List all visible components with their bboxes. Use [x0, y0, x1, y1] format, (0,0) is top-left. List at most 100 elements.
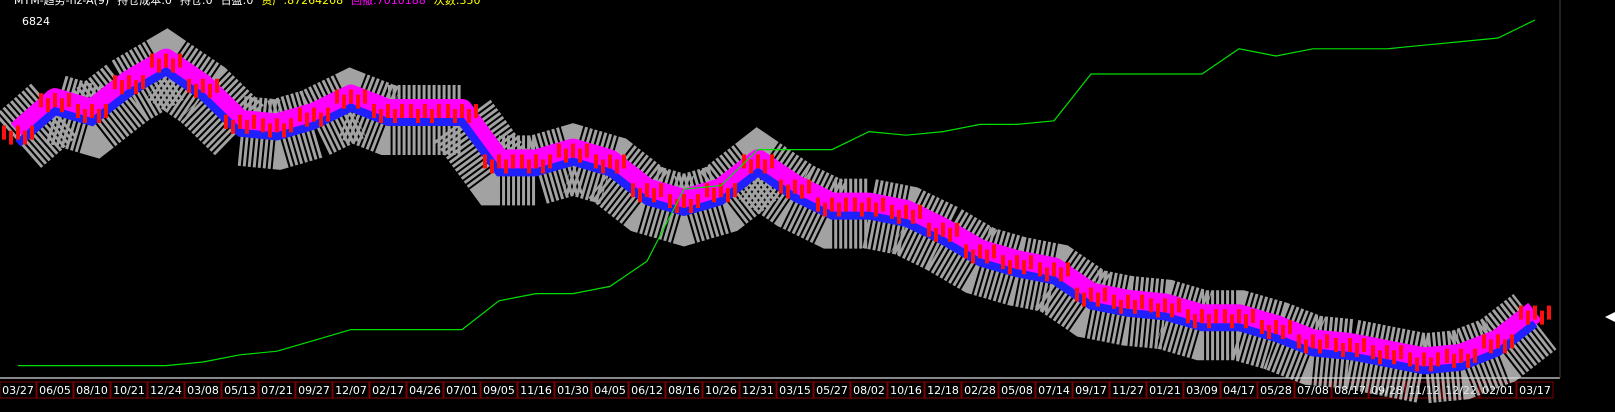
candle	[298, 107, 302, 122]
candle	[386, 104, 390, 118]
candle	[171, 58, 175, 73]
date-box	[1035, 381, 1073, 399]
candle	[897, 209, 901, 224]
candle	[652, 188, 656, 203]
date-box	[1220, 381, 1258, 399]
candle	[927, 222, 931, 237]
candle	[201, 78, 205, 93]
date-box	[406, 381, 444, 399]
candle	[1318, 339, 1322, 354]
candle	[941, 222, 945, 237]
x-tick-label: 01/21	[1149, 384, 1181, 397]
header-item: 次数:350	[434, 0, 481, 7]
x-tick-label: 06/05	[39, 384, 71, 397]
candle	[1170, 303, 1174, 318]
candle	[1392, 350, 1396, 365]
x-tick-label: 09/27	[298, 384, 330, 397]
date-box	[36, 381, 74, 399]
header-item: MTM-趋势-hz-A(9)	[14, 0, 109, 7]
candle	[1378, 350, 1382, 365]
candle	[1526, 310, 1530, 325]
candle	[1163, 298, 1167, 313]
x-tick-label: 08/16	[668, 384, 700, 397]
date-box	[1516, 381, 1554, 399]
candle	[30, 125, 34, 140]
header-item: 持仓成本:0	[117, 0, 172, 7]
candle	[120, 80, 124, 95]
header-item: 资产:87264208	[261, 0, 343, 7]
candle	[1288, 320, 1292, 334]
candle	[1260, 320, 1264, 334]
date-box	[0, 381, 37, 399]
date-box	[961, 381, 999, 399]
candle	[1156, 303, 1160, 318]
candle	[1466, 353, 1470, 368]
date-box	[591, 381, 629, 399]
candle	[1452, 353, 1456, 368]
candle	[1496, 334, 1500, 349]
x-tick-label: 05/08	[1001, 384, 1033, 397]
candle	[1274, 320, 1278, 334]
candle	[770, 154, 774, 169]
candle	[342, 94, 346, 109]
candle	[911, 209, 915, 224]
candle	[682, 194, 686, 208]
candle	[282, 123, 286, 138]
candle	[638, 188, 642, 203]
candle	[16, 125, 20, 140]
candle	[668, 194, 672, 208]
candle	[104, 104, 108, 118]
x-tick-label: 12/24	[150, 384, 182, 397]
candle	[453, 109, 457, 123]
candle	[1082, 292, 1086, 307]
candle	[578, 148, 582, 163]
date-box	[517, 381, 555, 399]
candle	[400, 104, 404, 118]
x-tick-label: 03/08	[187, 384, 219, 397]
candle	[756, 154, 760, 169]
date-box	[1368, 381, 1406, 399]
candle	[1029, 255, 1033, 270]
candle	[520, 154, 524, 169]
candle	[437, 104, 441, 118]
candle	[816, 197, 820, 212]
candle	[245, 119, 249, 134]
candle	[1230, 314, 1234, 329]
candle	[1008, 260, 1012, 275]
candle	[1119, 299, 1123, 314]
candle	[719, 183, 723, 198]
date-box	[295, 381, 333, 399]
x-tick-label: 12/31	[742, 384, 774, 397]
candle	[786, 184, 790, 199]
date-box	[702, 381, 740, 399]
header-item: 日盈:0	[221, 0, 254, 7]
candle	[793, 179, 797, 194]
candle	[1244, 314, 1248, 329]
candle	[1297, 334, 1301, 349]
candle	[335, 89, 339, 104]
price-label: 6824	[22, 15, 50, 28]
candle	[1473, 348, 1477, 363]
x-tick-label: 03/09	[1186, 384, 1218, 397]
candle	[194, 83, 198, 98]
candle	[860, 202, 864, 217]
candle	[238, 114, 242, 129]
candle	[881, 197, 885, 212]
candle	[1415, 357, 1419, 372]
date-box	[1146, 381, 1184, 399]
cursor-arrow	[1605, 312, 1615, 322]
x-tick-label: 04/26	[409, 384, 441, 397]
candle	[490, 159, 494, 174]
date-box	[776, 381, 814, 399]
x-tick-label: 07/14	[1038, 384, 1070, 397]
candle	[275, 118, 279, 133]
candle	[215, 78, 219, 93]
date-box	[1183, 381, 1221, 399]
candle	[1214, 309, 1218, 324]
date-box	[1479, 381, 1517, 399]
candle	[134, 80, 138, 95]
header: MTM-趋势-hz-A(9) 持仓成本:0 持仓:0 日盈:0 资产:87264208 回…	[14, 0, 480, 7]
candle	[1311, 334, 1315, 349]
candle	[807, 179, 811, 194]
